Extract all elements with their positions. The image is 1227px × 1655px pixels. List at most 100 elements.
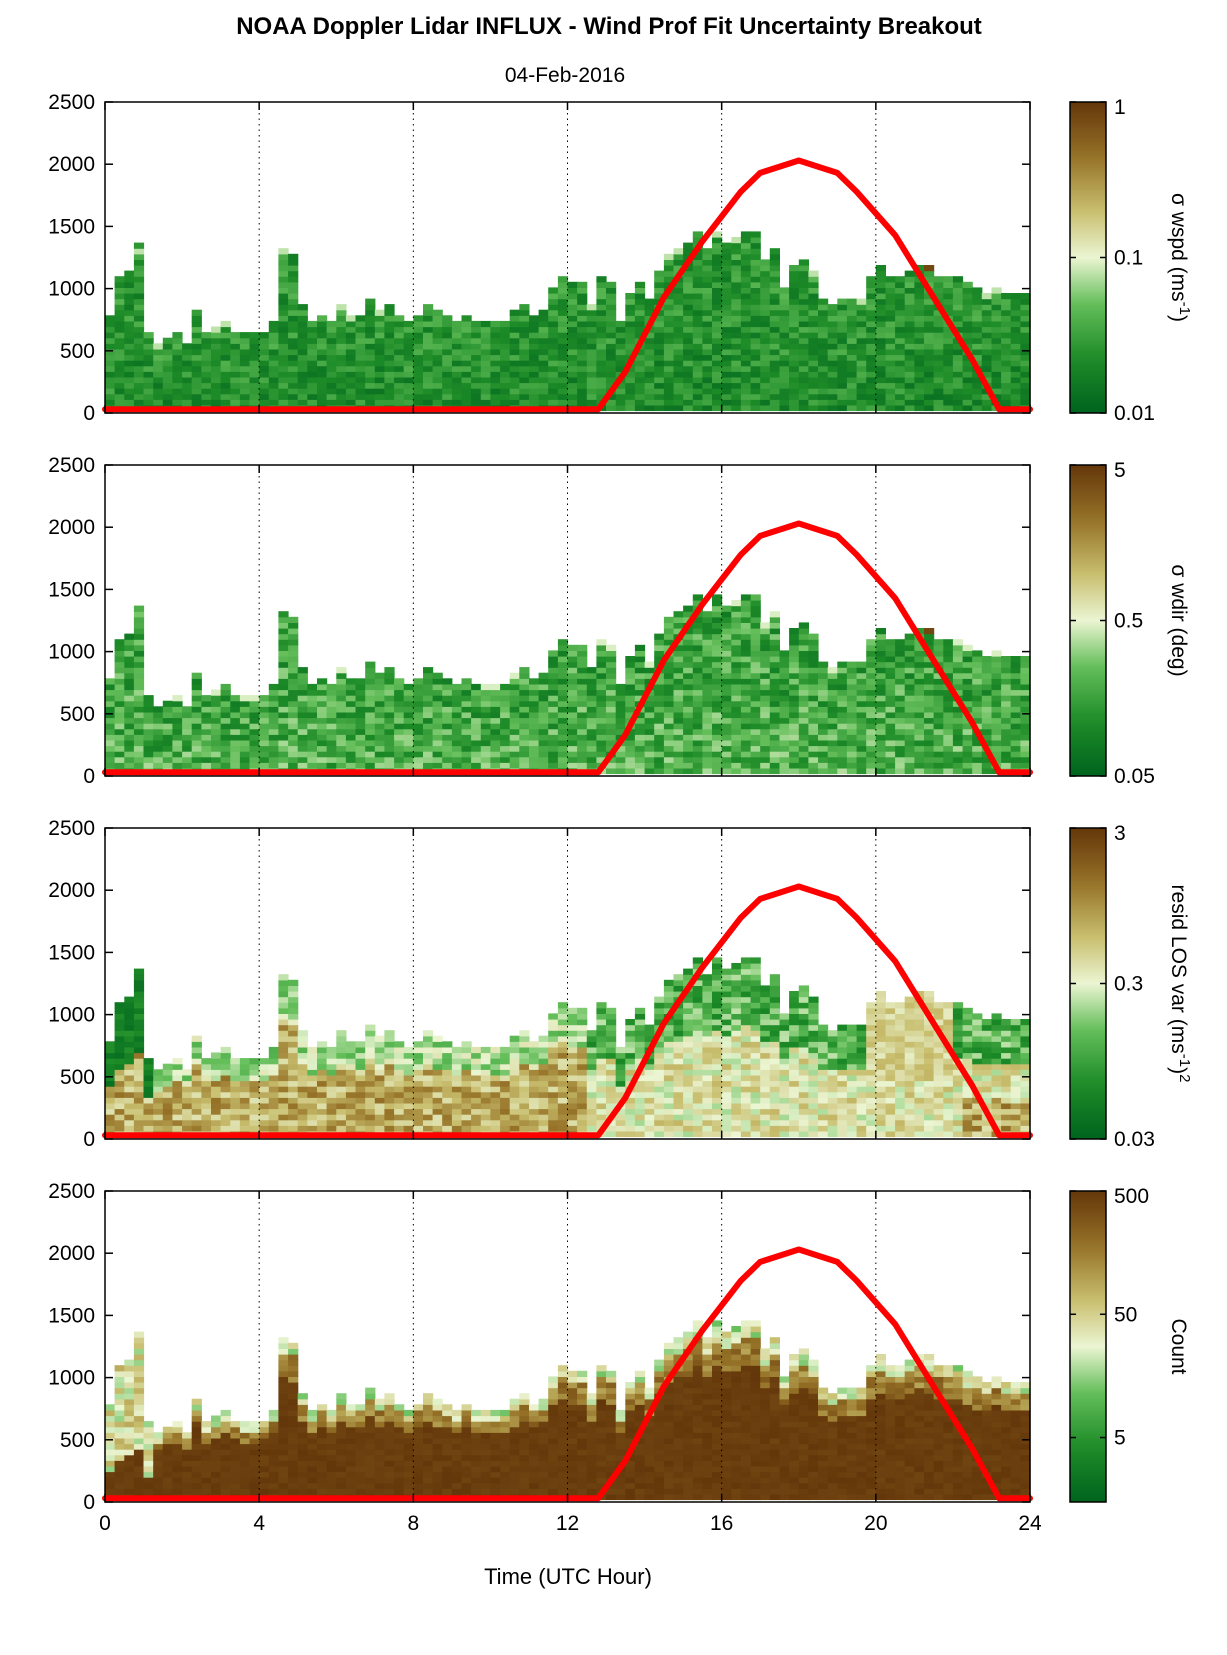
heatmap-cell: [606, 365, 617, 372]
heatmap-cell: [557, 1063, 569, 1070]
heatmap-cell: [673, 309, 684, 316]
heatmap-cell: [509, 332, 520, 339]
heatmap-cell: [712, 628, 723, 635]
heatmap-cell: [384, 1086, 395, 1093]
heatmap-cell: [625, 689, 636, 696]
heatmap-cell: [808, 656, 819, 663]
heatmap-cell: [769, 259, 780, 266]
heatmap-cell: [105, 365, 116, 372]
heatmap-cell: [432, 1046, 443, 1054]
heatmap-cell: [297, 1086, 308, 1093]
heatmap-cell: [596, 717, 607, 724]
heatmap-cell: [114, 756, 125, 763]
heatmap-cell: [606, 656, 617, 663]
heatmap-cell: [683, 287, 694, 294]
heatmap-cell: [586, 717, 597, 724]
heatmap-cell: [297, 1052, 308, 1059]
heatmap-cell: [577, 304, 588, 311]
heatmap-cell: [451, 343, 463, 350]
heatmap-cell: [798, 293, 809, 300]
heatmap-cell: [962, 309, 973, 316]
heatmap-cell: [423, 399, 434, 406]
heatmap-cell: [336, 739, 347, 747]
heatmap-cell: [191, 700, 202, 707]
heatmap-cell: [933, 656, 944, 663]
heatmap-cell: [557, 1069, 569, 1076]
heatmap-cell: [201, 1097, 212, 1104]
heatmap-cell: [297, 1030, 308, 1037]
heatmap-cell: [846, 667, 858, 674]
heatmap-cell: [750, 734, 761, 741]
heatmap-cell: [288, 1058, 299, 1065]
heatmap-cell: [789, 745, 800, 752]
heatmap-cell: [124, 1102, 135, 1110]
heatmap-cell: [731, 348, 742, 356]
heatmap-cell: [365, 382, 376, 389]
heatmap-cell: [317, 354, 328, 361]
heatmap-cell: [355, 354, 366, 361]
heatmap-cell: [606, 644, 617, 651]
heatmap-cell: [740, 633, 752, 640]
heatmap-cell: [924, 298, 935, 305]
heatmap-cell: [423, 309, 434, 316]
heatmap-cell: [451, 1058, 463, 1065]
heatmap-cell: [818, 756, 829, 763]
heatmap-cell: [933, 388, 944, 395]
heatmap-cell: [509, 728, 520, 735]
heatmap-cell: [654, 711, 665, 719]
heatmap-cell: [133, 650, 145, 657]
heatmap-cell: [654, 281, 665, 288]
heatmap-cell: [673, 745, 684, 752]
heatmap-cell: [124, 309, 135, 316]
heatmap-cell: [239, 1086, 251, 1093]
heatmap-cell: [904, 309, 915, 316]
heatmap-cell: [827, 717, 838, 724]
heatmap-cell: [278, 304, 289, 311]
heatmap-cell: [288, 253, 299, 260]
heatmap-cell: [904, 767, 915, 775]
heatmap-cell: [837, 393, 848, 400]
heatmap-cell: [403, 326, 414, 333]
heatmap-cell: [105, 751, 116, 758]
heatmap-cell: [586, 365, 597, 372]
heatmap-cell: [519, 1114, 530, 1121]
heatmap-cell: [750, 348, 761, 356]
heatmap-cell: [317, 320, 328, 328]
heatmap-cell: [413, 1091, 424, 1098]
heatmap-cell: [442, 1114, 453, 1121]
heatmap-cell: [721, 304, 732, 311]
heatmap-cell: [750, 683, 761, 691]
heatmap-cell: [586, 678, 597, 685]
heatmap-cell: [529, 756, 540, 763]
heatmap-cell: [895, 695, 906, 702]
heatmap-cell: [981, 332, 992, 339]
heatmap-cell: [461, 739, 472, 747]
heatmap-cell: [133, 605, 145, 612]
heatmap-cell: [124, 706, 135, 713]
heatmap-cell: [326, 1058, 337, 1065]
heatmap-cell: [962, 320, 973, 328]
heatmap-cell: [972, 672, 983, 679]
heatmap-cell: [567, 348, 578, 356]
heatmap-cell: [924, 376, 935, 384]
heatmap-cell: [808, 309, 819, 316]
heatmap-cell: [114, 723, 125, 730]
heatmap-cell: [663, 706, 675, 713]
heatmap-cell: [1020, 745, 1031, 752]
heatmap-cell: [105, 1108, 116, 1115]
heatmap-cell: [384, 667, 395, 674]
heatmap-cell: [924, 382, 935, 389]
heatmap-cell: [451, 695, 463, 702]
heatmap-cell: [818, 376, 829, 384]
heatmap-cell: [114, 1013, 125, 1020]
heatmap-cell: [529, 695, 540, 702]
heatmap-cell: [943, 281, 954, 288]
heatmap-cell: [740, 309, 752, 316]
heatmap-cell: [702, 762, 713, 769]
heatmap-cell: [895, 650, 906, 657]
heatmap-cell: [105, 711, 116, 719]
heatmap-cell: [124, 734, 135, 741]
heatmap-cell: [1020, 667, 1031, 674]
heatmap-cell: [654, 270, 665, 277]
heatmap-cell: [1001, 706, 1012, 713]
